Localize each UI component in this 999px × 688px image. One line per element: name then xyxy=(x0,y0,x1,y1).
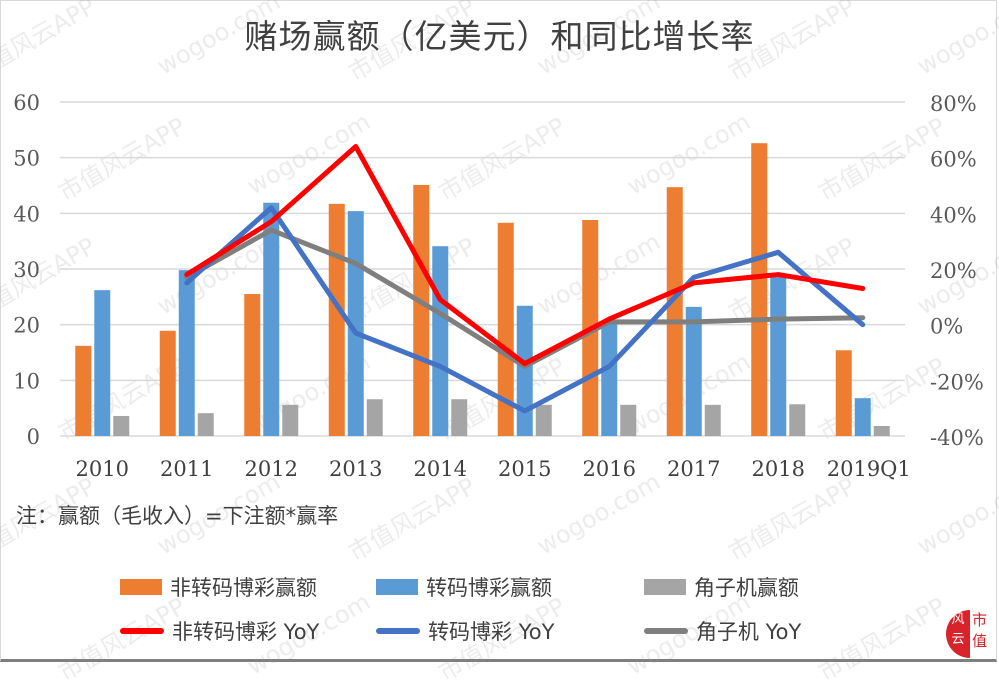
right-axis-tick: 80% xyxy=(930,92,977,116)
legend: 非转码博彩赢额 转码博彩赢额 角子机赢额 非转码博彩 YoY 转码博彩 YoY … xyxy=(120,565,900,653)
x-axis-tick: 2010 xyxy=(76,457,129,481)
left-axis-tick: 50 xyxy=(13,147,40,171)
legend-item-rolling-yoy: 转码博彩 YoY xyxy=(376,616,644,646)
bar xyxy=(854,398,871,436)
legend-item-non-rolling-bar: 非转码博彩赢额 xyxy=(120,572,376,602)
bar xyxy=(535,404,552,436)
bar xyxy=(75,345,92,436)
bar-series xyxy=(75,143,890,436)
legend-label: 转码博彩 YoY xyxy=(428,620,555,644)
bar xyxy=(601,322,618,436)
combo-chart: 0 10 20 30 40 50 60 -40% -20% 0% 20% 40% 60% 80% 201… xyxy=(13,91,984,481)
brand-logo-icon: 风云 市值 xyxy=(946,610,987,658)
legend-label: 非转码博彩赢额 xyxy=(170,576,317,600)
x-axis-tick: 2015 xyxy=(498,457,551,481)
bar xyxy=(94,290,111,436)
bar xyxy=(770,276,787,436)
legend-label: 角子机 YoY xyxy=(695,620,802,644)
left-axis-tick: 0 xyxy=(27,425,40,449)
bar xyxy=(497,222,514,436)
x-axis-tick: 2014 xyxy=(414,457,467,481)
bar xyxy=(263,202,280,436)
left-axis-tick: 20 xyxy=(13,314,40,338)
chart-title: 赌场赢额（亿美元）和同比增长率 xyxy=(244,17,755,56)
yoy-line xyxy=(184,144,866,367)
legend-label: 转码博彩赢额 xyxy=(426,576,553,600)
bar xyxy=(159,330,176,436)
bar xyxy=(873,425,890,436)
logo-seal: 风云 xyxy=(946,610,970,658)
legend-item-slot-yoy: 角子机 YoY xyxy=(643,616,900,646)
bar xyxy=(685,306,702,436)
bar xyxy=(244,294,261,436)
bar xyxy=(432,246,449,436)
right-axis-tick: -40% xyxy=(930,426,984,450)
logo-text: 市值 xyxy=(972,611,988,650)
gray-line-swatch-icon xyxy=(643,628,688,634)
legend-item-non-rolling-yoy: 非转码博彩 YoY xyxy=(120,616,376,646)
x-axis-tick: 2016 xyxy=(583,457,636,481)
bar xyxy=(282,404,299,436)
blue-line-swatch-icon xyxy=(376,628,421,634)
right-axis-tick: 0% xyxy=(930,315,963,339)
line-series xyxy=(184,144,866,414)
chart-frame xyxy=(0,0,997,662)
blue-bar-swatch-icon xyxy=(376,579,419,595)
x-axis-tick: 2018 xyxy=(752,457,805,481)
yoy-line xyxy=(184,227,866,369)
x-axis-tick: 2013 xyxy=(329,457,382,481)
right-y-axis: -40% -20% 0% 20% 40% 60% 80% xyxy=(930,92,984,450)
bar xyxy=(197,413,214,436)
legend-label: 角子机赢额 xyxy=(693,576,799,600)
right-axis-tick: 20% xyxy=(930,259,977,283)
legend-item-rolling-bar: 转码博彩赢额 xyxy=(376,572,644,602)
legend-row-bars: 非转码博彩赢额 转码博彩赢额 角子机赢额 xyxy=(120,565,900,609)
x-axis-tick: 2011 xyxy=(160,457,213,481)
bar xyxy=(789,404,806,436)
bar xyxy=(666,187,683,436)
yoy-line xyxy=(184,205,866,414)
bar xyxy=(178,270,195,436)
bar xyxy=(751,143,768,436)
right-axis-tick: 60% xyxy=(930,148,977,172)
left-axis-tick: 60 xyxy=(13,91,40,115)
bar xyxy=(113,415,130,436)
x-axis-tick: 2019Q1 xyxy=(827,457,911,481)
x-axis-labels: 2010 2011 2012 2013 2014 2015 2016 2017 2018 2019… xyxy=(76,457,911,481)
bar xyxy=(516,305,533,436)
legend-row-lines: 非转码博彩 YoY 转码博彩 YoY 角子机 YoY xyxy=(120,609,900,653)
footnote: 注：赢额（毛收入）=下注额*赢率 xyxy=(16,504,339,528)
legend-label: 非转码博彩 YoY xyxy=(172,620,320,644)
bar xyxy=(704,404,721,436)
orange-bar-swatch-icon xyxy=(120,579,162,595)
bar xyxy=(328,203,345,436)
bar xyxy=(620,404,637,436)
red-line-swatch-icon xyxy=(120,628,164,634)
left-y-axis: 0 10 20 30 40 50 60 xyxy=(13,91,40,449)
gray-bar-swatch-icon xyxy=(643,579,686,595)
bar xyxy=(451,399,468,436)
legend-item-slot-bar: 角子机赢额 xyxy=(643,572,900,602)
left-axis-tick: 10 xyxy=(13,369,40,393)
left-axis-tick: 40 xyxy=(13,202,40,226)
right-axis-tick: -20% xyxy=(930,370,984,394)
bar xyxy=(413,184,430,436)
bar xyxy=(366,399,383,436)
bar xyxy=(835,350,852,436)
x-axis-tick: 2017 xyxy=(667,457,720,481)
x-axis-tick: 2012 xyxy=(245,457,298,481)
left-axis-tick: 30 xyxy=(13,258,40,282)
right-axis-tick: 40% xyxy=(930,203,977,227)
